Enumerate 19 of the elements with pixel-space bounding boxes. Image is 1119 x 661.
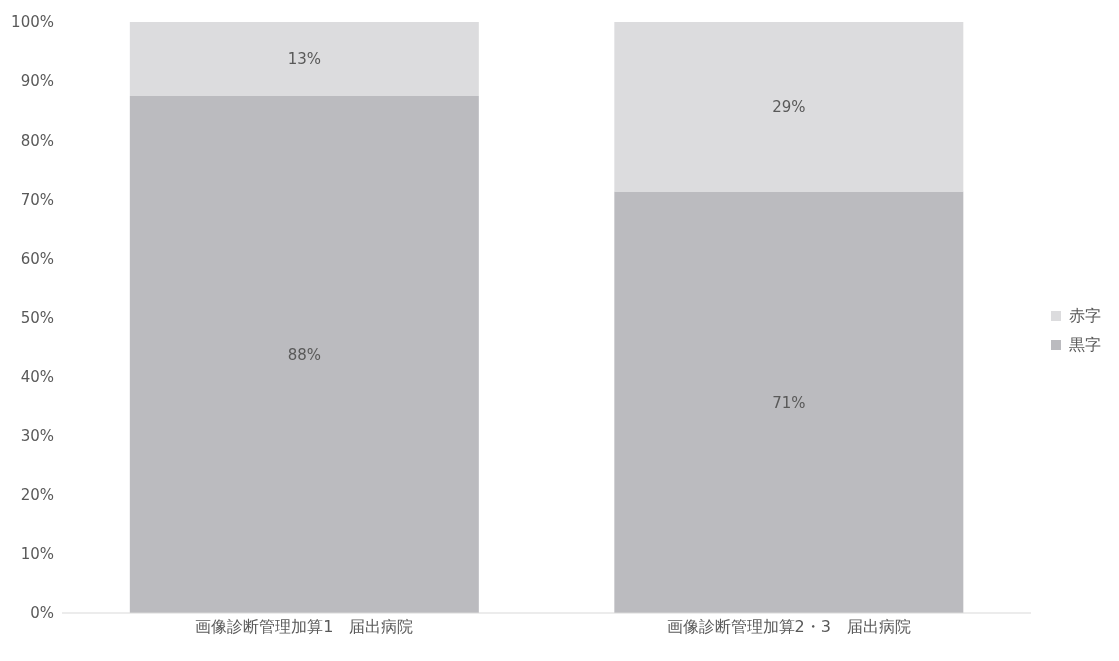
y-tick-label: 70% bbox=[20, 190, 54, 209]
x-tick-label: 画像診断管理加算2・3 届出病院 bbox=[666, 617, 911, 637]
y-tick-label: 60% bbox=[20, 249, 54, 268]
y-tick-label: 50% bbox=[20, 308, 54, 327]
legend-label: 赤字 bbox=[1069, 305, 1101, 327]
x-tick-label: 画像診断管理加算1 届出病院 bbox=[195, 617, 414, 637]
y-tick-label: 30% bbox=[20, 427, 54, 446]
y-tick-label: 40% bbox=[20, 367, 54, 386]
y-tick-label: 10% bbox=[20, 545, 54, 564]
y-tick-label: 80% bbox=[20, 131, 54, 150]
data-label: 71% bbox=[772, 393, 806, 412]
legend-label: 黒字 bbox=[1069, 334, 1101, 356]
y-tick-label: 0% bbox=[30, 604, 54, 623]
y-tick-label: 20% bbox=[20, 486, 54, 505]
y-tick-label: 100% bbox=[11, 13, 54, 32]
data-label: 29% bbox=[772, 98, 806, 117]
data-label: 13% bbox=[287, 50, 321, 69]
data-label: 88% bbox=[287, 345, 321, 364]
y-tick-label: 90% bbox=[20, 72, 54, 91]
